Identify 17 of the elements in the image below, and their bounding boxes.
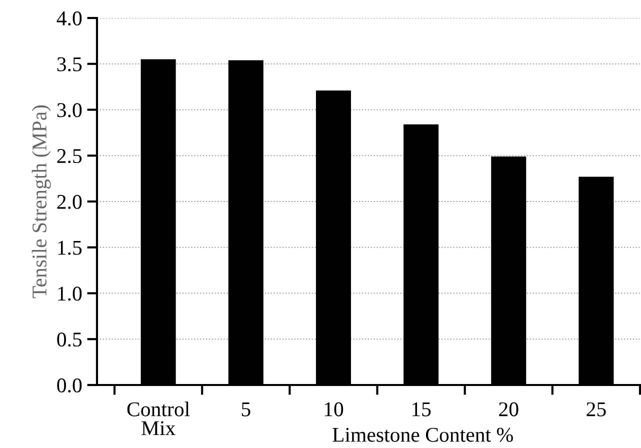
y-tick-label: 3.0 [57, 103, 82, 118]
y-tick-label: 4.0 [56, 11, 82, 26]
x-tick-label: 20 [499, 402, 518, 416]
x-tick-label: 25 [586, 402, 606, 416]
x-axis-title: Limestone Content % [332, 428, 513, 442]
y-tick-label: 3.5 [57, 57, 82, 72]
y-tick-label: 0.5 [57, 332, 82, 347]
y-tick-label: 2.0 [57, 194, 82, 210]
x-tick-label: Control Mix [127, 402, 190, 436]
y-tick-label: 0.0 [57, 378, 82, 393]
y-axis-title: Tensile Strength (MPa) [32, 105, 51, 298]
x-tick-label: 15 [412, 402, 431, 416]
y-tick-label: 1.0 [58, 286, 82, 301]
x-tick-label: 5 [242, 402, 250, 416]
y-tick-label: 2.5 [57, 149, 82, 164]
y-tick-label: 1.5 [58, 240, 82, 255]
x-tick-label: 10 [324, 402, 344, 416]
